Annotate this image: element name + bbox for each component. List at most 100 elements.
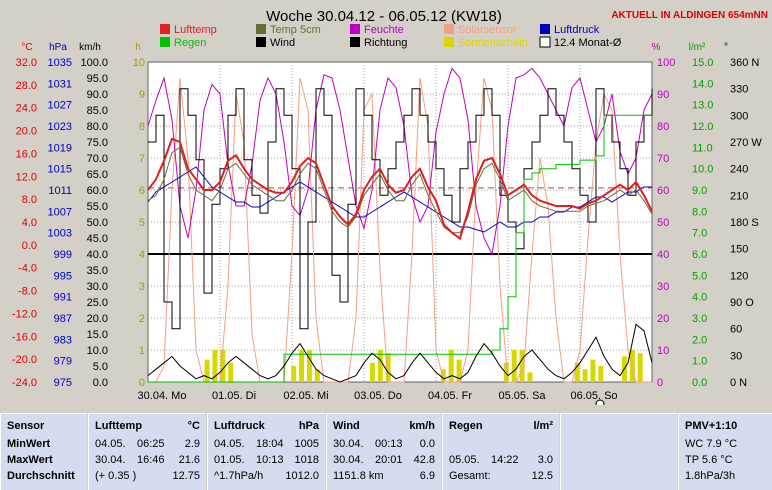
wind-tick-label: 35.0 [87,265,108,277]
series-line [148,88,653,330]
sunshine-bar [503,362,509,382]
wind-tick-label: 25.0 [87,297,108,309]
sunshine-bar [582,369,588,382]
pressure-tick-label: 1007 [48,206,72,218]
wind-max-time: 20:01 [375,454,403,466]
humidity-tick-label: 30 [657,281,669,293]
wind-tick-label: 60.0 [87,185,108,197]
station-note: AKTUELL IN ALDINGEN 654mNN [611,10,768,21]
regen-title: Regen [449,420,483,432]
sunshine-tick-label: 9 [139,89,145,101]
legend-label: Luftdruck [554,24,600,36]
luftdruck-max-value: 1018 [294,454,319,466]
lufttemp-unit: °C [187,420,200,432]
x-tick-label: 30.04. Mo [138,390,187,402]
wind-tick-label: 90.0 [87,89,108,101]
pmv-windchill: WC 7.9 °C [685,438,738,450]
legend-label: Lufttemp [174,24,217,36]
direction-tick-label: 120 [730,270,748,282]
regen-total-label: Gesamt: [449,470,491,482]
pressure-tick-label: 1027 [48,100,72,112]
wind-distance: 1151.8 km [333,470,384,482]
sunshine-bar [212,350,218,382]
series-line [147,166,652,233]
wind-tick-label: 15.0 [87,329,108,341]
wind-max-date: 30.04. [333,454,364,466]
sensor-row-avg: Durchschnitt [7,470,75,482]
rain-tick-label: 12.0 [692,121,713,133]
sunshine-tick-label: 1 [139,345,145,357]
legend-label: Richtung [364,37,407,49]
sunshine-bar [306,350,312,382]
wind-min-value: 0.0 [419,438,435,450]
humidity-tick-label: 100 [657,57,675,69]
sensor-row-max: MaxWert [7,454,53,466]
direction-tick-label: 60 [730,324,742,336]
pmv-pressure-trend: 1.8hPa/3h [685,470,736,482]
temp-tick-label: -8.0 [18,286,37,298]
wind-avg-value: 6.9 [419,470,435,482]
humidity-tick-label: 60 [657,185,669,197]
legend-swatch [160,24,170,34]
stats-regen-panel: Regen l/m² 05.05. 14:22 3.0 Gesamt: 12.5 [442,413,559,490]
legend-swatch [256,24,266,34]
pressure-tick-label: 987 [54,313,72,325]
wind-tick-label: 40.0 [87,249,108,261]
pressure-tick-label: 1035 [48,57,72,69]
luftdruck-trend: ^1.7hPa/h [214,470,264,482]
sunshine-bar [511,350,517,382]
rain-tick-label: 9.0 [692,185,707,197]
axis-unit-label: km/h [79,42,101,53]
series-line [147,137,653,241]
legend-label: Temp 5cm [270,24,321,36]
temp-tick-label: -20.0 [12,354,37,366]
wind-tick-label: 30.0 [87,281,108,293]
direction-tick-label: 300 [730,110,748,122]
temp-tick-label: -12.0 [12,308,37,320]
wind-tick-label: 45.0 [87,233,108,245]
wind-tick-label: 10.0 [87,345,108,357]
series-line [147,146,653,234]
rain-tick-label: 2.0 [692,334,707,346]
direction-tick-label: 330 [730,84,748,96]
legend-swatch [160,37,170,47]
x-tick-label: 02.05. Mi [283,390,328,402]
x-tick-label: 01.05. Di [212,390,256,402]
sunshine-tick-label: 4 [139,249,145,261]
luftdruck-avg-value: 1012.0 [285,470,319,482]
chart-title: Woche 30.04.12 - 06.05.12 (KW18) [266,8,502,25]
sunshine-tick-label: 6 [139,185,145,197]
weather-chart: Woche 30.04.12 - 06.05.12 (KW18) AKTUELL … [12,8,768,409]
rain-tick-label: 6.0 [692,249,707,261]
rain-tick-label: 13.0 [692,100,713,112]
luftdruck-min-value: 1005 [294,438,319,450]
pressure-tick-label: 1011 [48,185,72,197]
x-tick-label: 03.05. Do [354,390,402,402]
temp-tick-label: 12.0 [16,171,37,183]
humidity-tick-label: 0 [657,377,663,389]
wind-unit: km/h [409,420,435,432]
rain-tick-label: 0.0 [692,377,707,389]
pressure-tick-label: 1023 [48,121,72,133]
rain-tick-label: 8.0 [692,206,707,218]
temp-tick-label: 32.0 [16,57,37,69]
legend-label: Sonnenschein [458,37,528,49]
luftdruck-min-time: 18:04 [256,438,284,450]
axis-unit-label: % [652,42,661,53]
legend-label: Wind [270,37,295,49]
luftdruck-unit: hPa [298,420,319,432]
temp-tick-label: -4.0 [18,263,37,275]
chart-svg: Woche 30.04.12 - 06.05.12 (KW18) AKTUELL … [12,8,768,409]
rain-tick-label: 15.0 [692,57,713,69]
sunshine-bar [377,350,383,382]
temp-tick-label: -16.0 [12,331,37,343]
humidity-tick-label: 50 [657,217,669,229]
pmv-title: PMV+1:10 [685,420,738,432]
regen-max-value: 3.0 [537,454,553,466]
pressure-tick-label: 979 [54,356,72,368]
humidity-tick-label: 40 [657,249,669,261]
temp-tick-label: 20.0 [16,126,37,138]
legend-swatch [350,37,360,47]
x-tick-label: 06.05. So [570,390,617,402]
direction-tick-label: 150 [730,244,748,256]
